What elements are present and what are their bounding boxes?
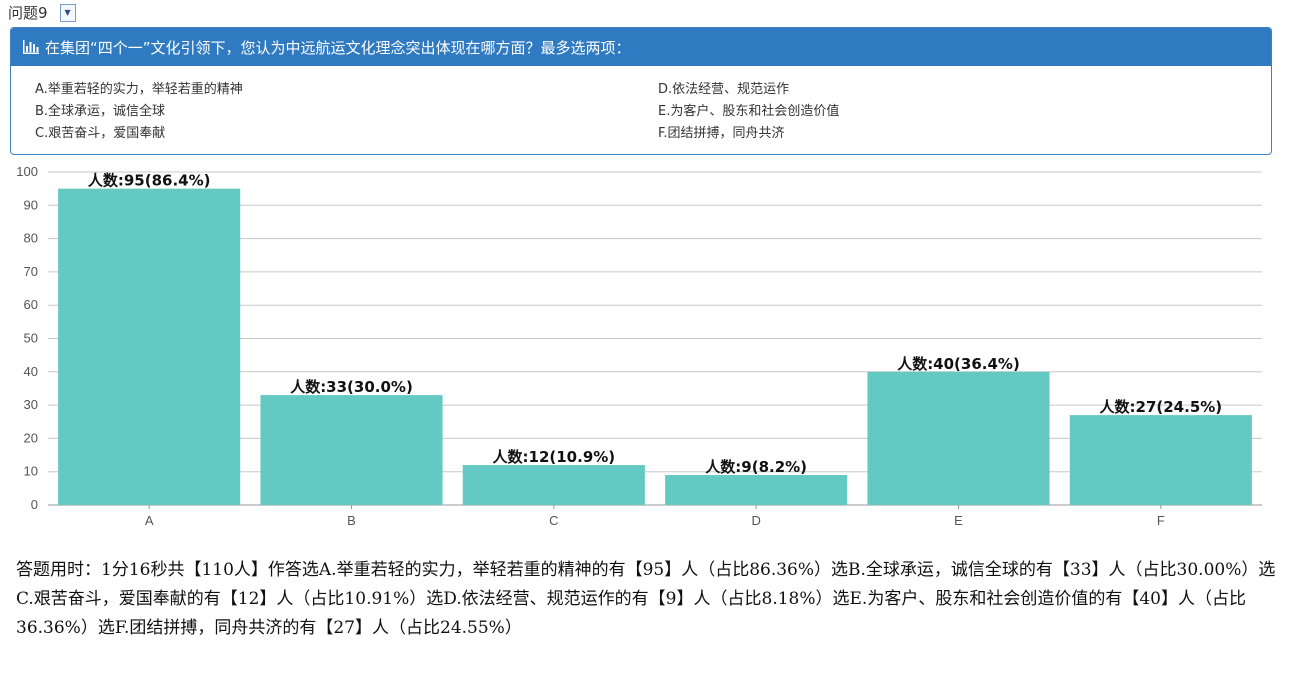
bar-d [665, 475, 848, 505]
y-tick-label: 30 [24, 397, 38, 412]
bar-e [867, 371, 1050, 505]
y-tick-label: 40 [24, 364, 38, 379]
y-tick-label: 90 [24, 197, 38, 212]
x-tick-label: F [1157, 513, 1165, 528]
x-tick-label: D [751, 513, 760, 528]
data-label: 人数:9(8.2%) [705, 458, 807, 476]
question-panel: 在集团“四个一”文化引领下，您认为中远航运文化理念突出体现在哪方面？最多选两项：… [10, 27, 1272, 155]
bar-b [260, 395, 443, 505]
option-b: B.全球承运，诚信全球 [35, 104, 166, 119]
x-tick-label: B [347, 513, 356, 528]
dropdown-arrow-button[interactable]: ▼ [59, 4, 76, 22]
question-title: 在集团“四个一”文化引领下，您认为中远航运文化理念突出体现在哪方面？最多选两项： [45, 38, 631, 57]
data-label: 人数:12(10.9%) [493, 448, 616, 466]
y-tick-label: 80 [24, 231, 38, 246]
option-d: D.依法经营、规范运作 [658, 82, 790, 97]
option-c: C.艰苦奋斗，爱国奉献 [35, 126, 166, 141]
question-header: 在集团“四个一”文化引领下，您认为中远航运文化理念突出体现在哪方面？最多选两项： [11, 28, 1271, 66]
chevron-down-icon: ▼ [64, 8, 71, 17]
data-label: 人数:95(86.4%) [88, 172, 211, 190]
options-list: A.举重若轻的实力，举轻若重的精神 B.全球承运，诚信全球 C.艰苦奋斗，爱国奉… [11, 66, 1271, 154]
y-tick-label: 0 [31, 497, 38, 512]
x-tick-label: E [954, 513, 963, 528]
bar-f [1069, 415, 1252, 505]
option-e: E.为客户、股东和社会创造价值 [658, 104, 840, 119]
question-selector[interactable]: 问题9 ▼ [4, 2, 76, 24]
bar-c [462, 465, 645, 505]
y-tick-label: 50 [24, 331, 38, 346]
question-selector-value: 问题9 [8, 4, 48, 22]
data-label: 人数:27(24.5%) [1100, 398, 1223, 416]
answer-summary: 答题用时：1分16秒共【110人】作答选A.举重若轻的实力，举轻若重的精神的有【… [16, 560, 1276, 638]
bar-chart-icon [23, 40, 39, 54]
bar-a [58, 188, 241, 505]
y-tick-label: 60 [24, 297, 38, 312]
y-tick-label: 20 [24, 430, 38, 445]
y-tick-label: 70 [24, 264, 38, 279]
y-tick-label: 100 [16, 164, 38, 179]
x-tick-label: A [145, 513, 154, 528]
y-tick-label: 10 [24, 464, 38, 479]
data-label: 人数:33(30.0%) [290, 378, 413, 396]
x-tick-label: C [549, 513, 558, 528]
option-f: F.团结拼搏，同舟共济 [658, 126, 785, 141]
option-a: A.举重若轻的实力，举轻若重的精神 [35, 82, 243, 97]
data-label: 人数:40(36.4%) [897, 355, 1020, 373]
results-bar-chart: 0 10 20 30 40 50 60 70 80 90 100 人数:95(86.4%) A 人数:33… [16, 164, 1262, 528]
